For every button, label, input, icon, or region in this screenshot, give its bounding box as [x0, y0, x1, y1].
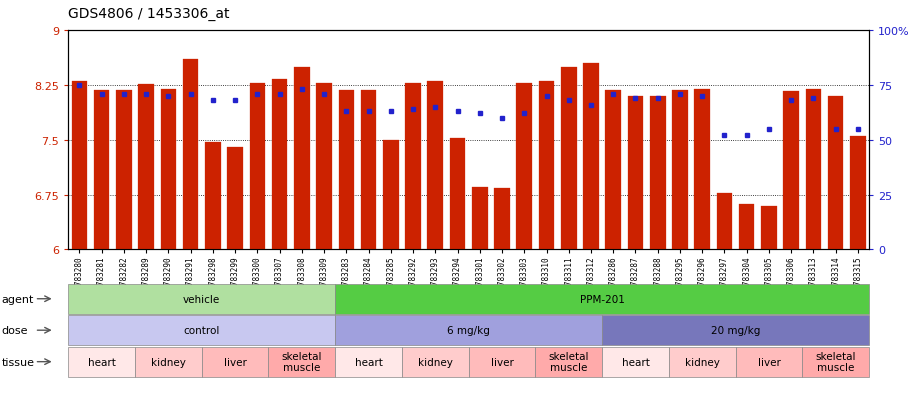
Text: liver: liver: [490, 357, 513, 367]
Bar: [694, 89, 710, 250]
Bar: [160, 89, 177, 250]
Text: 20 mg/kg: 20 mg/kg: [711, 325, 760, 335]
Bar: [761, 206, 777, 250]
Text: skeletal
muscle: skeletal muscle: [549, 351, 589, 373]
Text: agent: agent: [2, 294, 35, 304]
Bar: [784, 92, 799, 250]
Text: liver: liver: [224, 357, 247, 367]
Text: heart: heart: [622, 357, 650, 367]
Bar: [428, 82, 443, 250]
Text: vehicle: vehicle: [183, 294, 220, 304]
Bar: [317, 83, 332, 250]
Text: dose: dose: [2, 325, 28, 335]
Text: kidney: kidney: [418, 357, 452, 367]
Bar: [717, 194, 733, 250]
Text: skeletal
muscle: skeletal muscle: [281, 351, 322, 373]
Bar: [739, 204, 754, 250]
Bar: [249, 83, 265, 250]
Text: PPM-201: PPM-201: [580, 294, 624, 304]
Bar: [94, 91, 109, 250]
Bar: [850, 137, 865, 250]
Bar: [605, 91, 621, 250]
Bar: [360, 91, 377, 250]
Bar: [294, 67, 309, 250]
Bar: [183, 60, 198, 250]
Bar: [672, 91, 688, 250]
Bar: [628, 97, 643, 250]
Bar: [583, 64, 599, 250]
Text: 6 mg/kg: 6 mg/kg: [447, 325, 490, 335]
Bar: [828, 97, 844, 250]
Text: heart: heart: [87, 357, 116, 367]
Bar: [450, 139, 465, 250]
Text: kidney: kidney: [685, 357, 720, 367]
Bar: [472, 188, 488, 250]
Bar: [405, 84, 420, 250]
Bar: [517, 84, 532, 250]
Text: liver: liver: [757, 357, 781, 367]
Bar: [494, 189, 510, 250]
Text: heart: heart: [355, 357, 382, 367]
Bar: [272, 80, 288, 250]
Text: kidney: kidney: [151, 357, 186, 367]
Bar: [339, 91, 354, 250]
Text: skeletal
muscle: skeletal muscle: [815, 351, 856, 373]
Bar: [650, 97, 665, 250]
Text: tissue: tissue: [2, 357, 35, 367]
Text: GDS4806 / 1453306_at: GDS4806 / 1453306_at: [68, 7, 229, 21]
Text: control: control: [184, 325, 220, 335]
Bar: [561, 67, 577, 250]
Bar: [116, 91, 132, 250]
Bar: [539, 82, 554, 250]
Bar: [383, 140, 399, 250]
Bar: [205, 142, 220, 250]
Bar: [138, 85, 154, 250]
Bar: [805, 89, 821, 250]
Bar: [228, 148, 243, 250]
Bar: [72, 82, 87, 250]
